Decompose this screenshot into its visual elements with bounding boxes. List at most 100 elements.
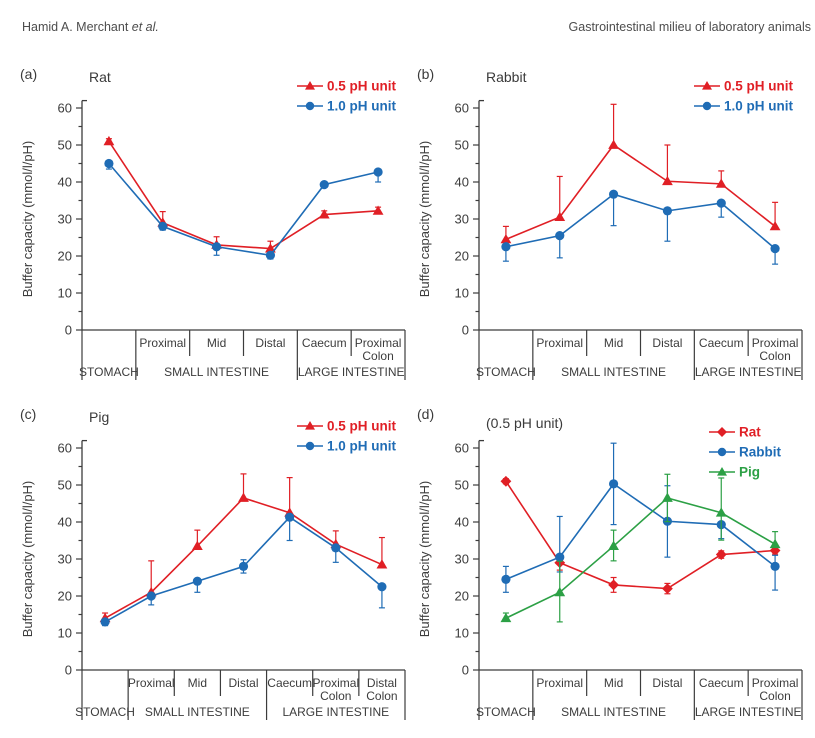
svg-text:30: 30	[58, 552, 72, 567]
svg-text:60: 60	[455, 101, 469, 116]
svg-text:60: 60	[58, 441, 72, 456]
svg-text:Pig: Pig	[739, 465, 760, 480]
svg-text:SMALL INTESTINE: SMALL INTESTINE	[145, 705, 250, 719]
svg-text:Caecum: Caecum	[302, 336, 347, 350]
panel-b: (b) 0 10 20 30 40 50 60 Buffer capacity (mmol/l…	[415, 58, 812, 396]
svg-text:20: 20	[58, 589, 72, 604]
panel-a: (a) 0 10 20 30 40 50 60 Buffer capacity (mmol/l…	[18, 58, 415, 396]
panel-d: (d) 0 10 20 30 40 50 60 Buffer capacity (mmol/l…	[415, 398, 812, 736]
svg-text:Proximal: Proximal	[128, 676, 175, 690]
panel-a-letter: (a)	[20, 66, 38, 82]
svg-text:0: 0	[462, 323, 469, 338]
svg-text:Colon: Colon	[759, 349, 790, 363]
svg-text:Proximal: Proximal	[355, 336, 402, 350]
svg-text:40: 40	[455, 175, 469, 190]
panel-title: Pig	[89, 409, 109, 425]
svg-text:0: 0	[65, 663, 72, 678]
svg-text:Distal: Distal	[255, 336, 285, 350]
svg-text:Colon: Colon	[362, 349, 393, 363]
svg-text:40: 40	[58, 175, 72, 190]
svg-text:Mid: Mid	[207, 336, 226, 350]
svg-text:0.5 pH unit: 0.5 pH unit	[327, 419, 397, 434]
svg-text:0.5 pH unit: 0.5 pH unit	[724, 79, 794, 94]
y-axis-label: Buffer capacity (mmol/l/pH)	[417, 141, 432, 298]
svg-text:50: 50	[58, 478, 72, 493]
y-ticks	[473, 447, 479, 671]
svg-text:Proximal: Proximal	[752, 676, 799, 690]
y-tick-labels: 0 10 20 30 40 50 60	[58, 441, 72, 678]
svg-text:30: 30	[455, 212, 469, 227]
svg-text:1.0 pH unit: 1.0 pH unit	[327, 99, 397, 114]
svg-text:1.0 pH unit: 1.0 pH unit	[724, 99, 794, 114]
svg-text:Rabbit: Rabbit	[739, 445, 782, 460]
svg-text:60: 60	[58, 101, 72, 116]
x-group-labels: STOMACH SMALL INTESTINE LARGE INTESTINE	[75, 705, 389, 719]
axes	[478, 99, 802, 331]
author-name: Hamid A. Merchant	[22, 20, 132, 34]
axes	[81, 99, 405, 331]
svg-text:30: 30	[455, 552, 469, 567]
panel-c: (c) 0 10 20 30 40 50 60 Buffer capacity (mmol/l…	[18, 398, 415, 736]
y-axis-label: Buffer capacity (mmol/l/pH)	[417, 481, 432, 638]
x-group-labels: STOMACH SMALL INTESTINE LARGE INTESTINE	[476, 365, 801, 379]
svg-text:Caecum: Caecum	[267, 676, 312, 690]
chart-rat: 0 10 20 30 40 50 60 Buffer capacity (mmol/l/pH)…	[20, 69, 406, 380]
svg-text:10: 10	[58, 286, 72, 301]
x-axis-boxes	[81, 330, 406, 380]
y-ticks	[76, 107, 82, 331]
svg-text:SMALL INTESTINE: SMALL INTESTINE	[561, 705, 666, 719]
svg-text:Proximal: Proximal	[536, 676, 583, 690]
svg-text:Proximal: Proximal	[536, 336, 583, 350]
svg-text:STOMACH: STOMACH	[476, 705, 536, 719]
svg-text:60: 60	[455, 441, 469, 456]
series-rabbit	[501, 442, 780, 593]
series-pig	[500, 473, 781, 623]
panel-title: Rabbit	[486, 69, 527, 85]
series-0.5-ph-unit	[500, 103, 781, 244]
svg-text:30: 30	[58, 212, 72, 227]
svg-text:Distal: Distal	[652, 336, 682, 350]
y-ticks	[76, 447, 82, 671]
x-group-labels: STOMACH SMALL INTESTINE LARGE INTESTINE	[476, 705, 801, 719]
svg-text:10: 10	[455, 286, 469, 301]
svg-text:SMALL INTESTINE: SMALL INTESTINE	[561, 365, 666, 379]
svg-text:0: 0	[462, 663, 469, 678]
svg-text:Mid: Mid	[604, 336, 623, 350]
x-axis-boxes	[478, 670, 803, 720]
svg-text:1.0 pH unit: 1.0 pH unit	[327, 439, 397, 454]
panel-c-letter: (c)	[20, 406, 37, 422]
y-ticks	[473, 107, 479, 331]
svg-text:50: 50	[455, 478, 469, 493]
legend: 0.5 pH unit 1.0 pH unit	[297, 419, 397, 454]
legend: 0.5 pH unit 1.0 pH unit	[297, 79, 397, 114]
panel-title: Rat	[89, 69, 111, 85]
svg-text:LARGE INTESTINE: LARGE INTESTINE	[298, 365, 405, 379]
svg-text:20: 20	[455, 249, 469, 264]
svg-text:Caecum: Caecum	[699, 336, 744, 350]
y-tick-labels: 0 10 20 30 40 50 60	[455, 441, 469, 678]
svg-text:20: 20	[58, 249, 72, 264]
x-axis-boxes	[81, 670, 406, 720]
svg-text:40: 40	[455, 515, 469, 530]
svg-text:Rat: Rat	[739, 425, 761, 440]
chart-pig: 0 10 20 30 40 50 60 Buffer capacity (mmol/l/pH)…	[20, 409, 406, 720]
y-axis-label: Buffer capacity (mmol/l/pH)	[20, 141, 35, 298]
author-etal: et al.	[131, 20, 159, 34]
svg-text:Colon: Colon	[320, 689, 351, 703]
panel-title: (0.5 pH unit)	[486, 415, 563, 431]
y-tick-labels: 0 10 20 30 40 50 60	[455, 101, 469, 338]
svg-text:SMALL INTESTINE: SMALL INTESTINE	[164, 365, 269, 379]
svg-text:LARGE INTESTINE: LARGE INTESTINE	[695, 365, 802, 379]
legend: Rat Rabbit Pig	[709, 425, 782, 480]
y-tick-labels: 0 10 20 30 40 50 60	[58, 101, 72, 338]
svg-text:Proximal: Proximal	[139, 336, 186, 350]
svg-text:Proximal: Proximal	[752, 336, 799, 350]
svg-text:0: 0	[65, 323, 72, 338]
svg-text:LARGE INTESTINE: LARGE INTESTINE	[282, 705, 389, 719]
x-category-labels: Proximal Mid Distal Caecum ProximalColonDist…	[128, 676, 398, 703]
chart-comparison: 0 10 20 30 40 50 60 Buffer capacity (mmol/l/pH)…	[417, 415, 803, 720]
series-rat	[500, 475, 781, 595]
axes	[81, 439, 405, 671]
legend: 0.5 pH unit 1.0 pH unit	[694, 79, 794, 114]
